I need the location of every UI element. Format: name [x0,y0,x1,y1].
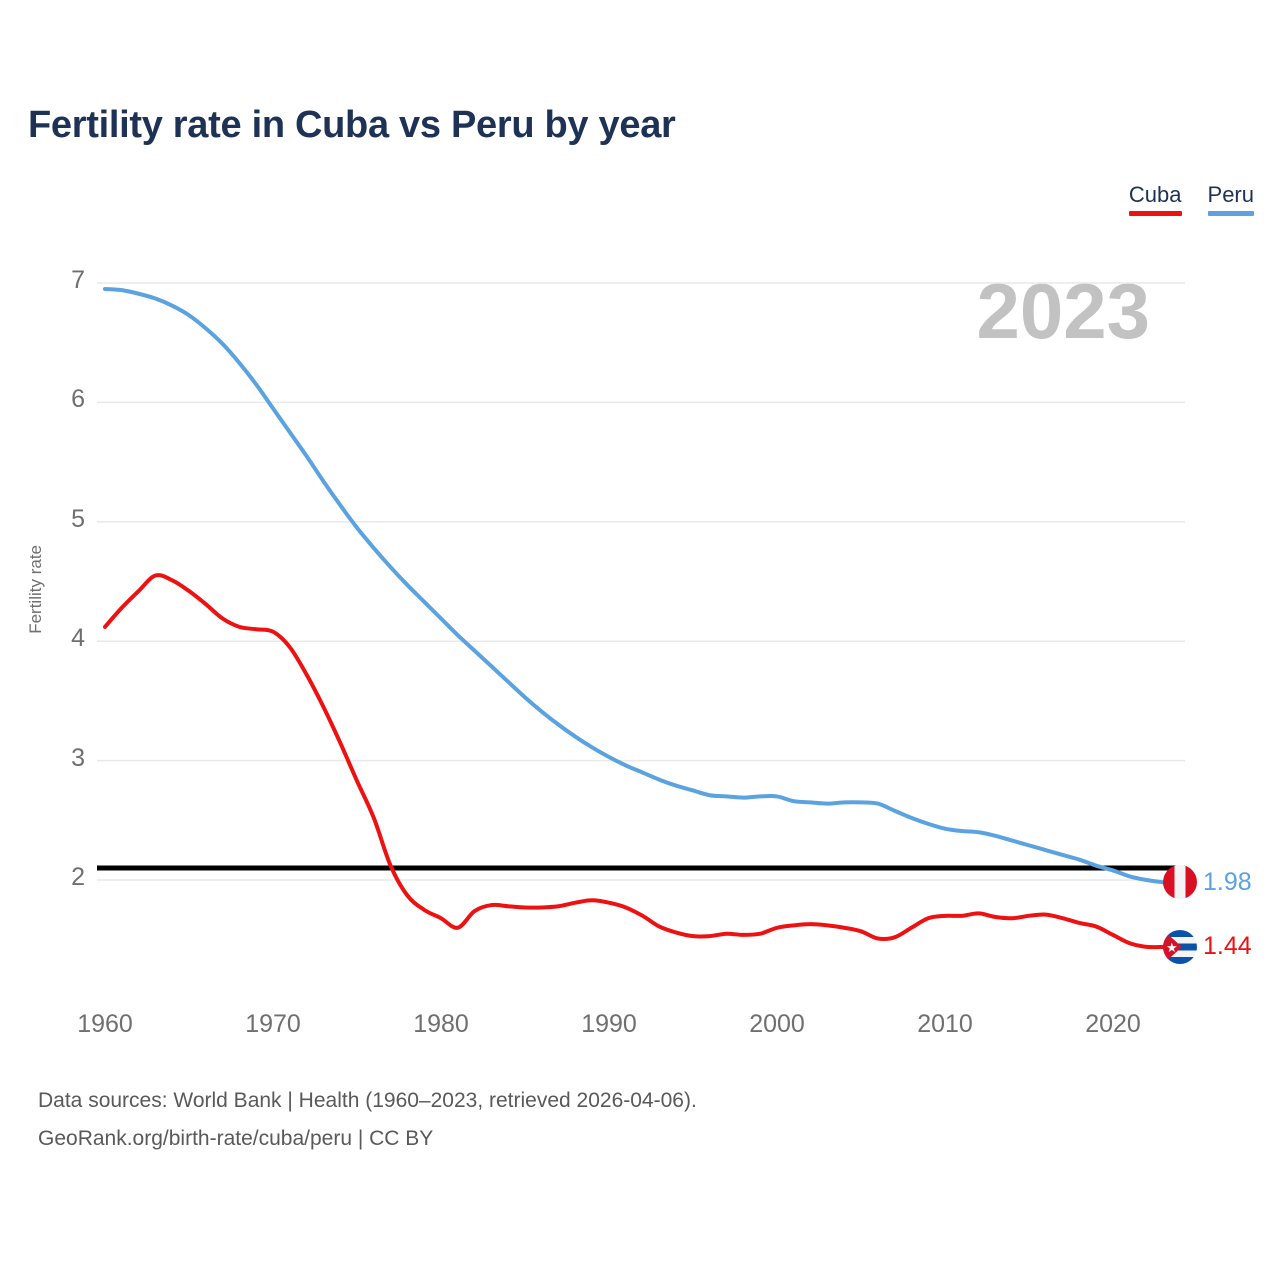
cuba-flag-triangle [1163,929,1182,964]
legend-label-cuba: Cuba [1128,182,1182,207]
cuba-flag-star: ★ [1166,939,1178,955]
y-tick-label: 5 [71,504,85,533]
x-tick-label: 1990 [581,1010,637,1038]
chart-legend: Cuba Peru [1128,182,1254,216]
legend-label-peru: Peru [1207,182,1254,207]
year-watermark: 2023 [976,267,1150,355]
y-tick-label: 3 [71,743,85,772]
legend-swatch-cuba [1128,211,1182,216]
series-line-cuba [103,573,1166,950]
y-tick-label: 6 [71,385,85,414]
end-value-peru: 1.98 [1203,867,1252,896]
y-tick-label: 2 [71,863,85,891]
footer: Data sources: World Bank | Health (1960–… [38,1082,697,1158]
cuba-flag-icon: ★ [1163,929,1197,964]
peru-flag-icon [1163,865,1197,900]
x-tick-label: 2000 [749,1010,805,1038]
end-label-cuba: ★ 1.44 [1163,929,1252,964]
x-tick-label: 1970 [245,1010,301,1038]
legend-item-cuba[interactable]: Cuba [1128,182,1182,216]
series-line-peru [103,286,1166,885]
footer-line-attribution: GeoRank.org/birth-rate/cuba/peru | CC BY [38,1127,434,1150]
y-tick-label: 7 [71,266,85,294]
legend-swatch-peru [1207,211,1254,216]
x-tick-label: 1980 [413,1010,469,1038]
x-tick-label: 2020 [1085,1010,1141,1038]
x-tick-label: 1960 [77,1010,133,1038]
end-value-cuba: 1.44 [1203,932,1252,961]
end-label-peru: 1.98 [1163,865,1252,900]
legend-item-peru[interactable]: Peru [1207,182,1254,216]
page-title: Fertility rate in Cuba vs Peru by year [28,104,676,146]
footer-line-sources: Data sources: World Bank | Health (1960–… [38,1089,697,1112]
y-tick-label: 4 [71,624,85,653]
x-tick-label: 2010 [917,1010,973,1038]
